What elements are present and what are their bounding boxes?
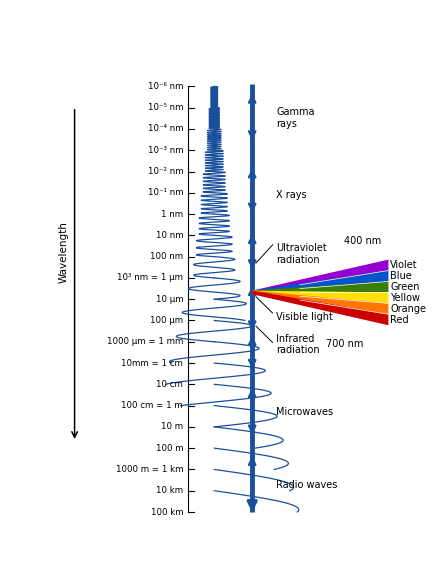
Text: 1 nm: 1 nm bbox=[161, 209, 183, 219]
Text: 1000 μm = 1 mm: 1000 μm = 1 mm bbox=[107, 338, 183, 346]
Text: Radio waves: Radio waves bbox=[276, 480, 338, 490]
Polygon shape bbox=[252, 290, 388, 315]
Text: Yellow: Yellow bbox=[390, 293, 420, 303]
Text: 100 m: 100 m bbox=[156, 444, 183, 453]
Text: Red: Red bbox=[390, 315, 409, 325]
Polygon shape bbox=[252, 290, 388, 325]
Text: Infrared
radiation: Infrared radiation bbox=[276, 333, 320, 355]
Polygon shape bbox=[252, 290, 388, 303]
Text: 10⁻² nm: 10⁻² nm bbox=[148, 167, 183, 176]
Polygon shape bbox=[252, 282, 388, 294]
Text: 10 cm: 10 cm bbox=[156, 380, 183, 389]
Text: 10 μm: 10 μm bbox=[156, 295, 183, 304]
Text: 100 nm: 100 nm bbox=[150, 252, 183, 261]
Text: 700 nm: 700 nm bbox=[326, 339, 364, 349]
Text: Orange: Orange bbox=[390, 304, 426, 314]
Text: 10mm = 1 cm: 10mm = 1 cm bbox=[121, 359, 183, 368]
Text: 10⁻⁴ nm: 10⁻⁴ nm bbox=[148, 125, 183, 133]
Text: 400 nm: 400 nm bbox=[344, 236, 381, 246]
Text: X rays: X rays bbox=[276, 190, 307, 200]
Text: 10 km: 10 km bbox=[156, 486, 183, 495]
Text: 10⁻⁶ nm: 10⁻⁶ nm bbox=[148, 82, 183, 91]
Text: Blue: Blue bbox=[390, 271, 412, 281]
Text: 10 nm: 10 nm bbox=[156, 231, 183, 240]
Text: Violet: Violet bbox=[390, 260, 418, 270]
Text: 100 cm = 1 m: 100 cm = 1 m bbox=[121, 401, 183, 410]
Text: 1000 m = 1 km: 1000 m = 1 km bbox=[116, 465, 183, 474]
Polygon shape bbox=[252, 270, 388, 294]
Polygon shape bbox=[252, 259, 388, 294]
Text: Ultraviolet
radiation: Ultraviolet radiation bbox=[276, 243, 327, 265]
Text: 10 m: 10 m bbox=[161, 422, 183, 432]
Text: 10³ nm = 1 μm: 10³ nm = 1 μm bbox=[117, 273, 183, 282]
Text: 100 μm: 100 μm bbox=[150, 316, 183, 325]
Text: 10⁻³ nm: 10⁻³ nm bbox=[148, 146, 183, 155]
Text: 10⁻⁵ nm: 10⁻⁵ nm bbox=[148, 103, 183, 112]
Text: 10⁻¹ nm: 10⁻¹ nm bbox=[148, 188, 183, 198]
Text: Wavelength: Wavelength bbox=[58, 220, 68, 283]
Text: Gamma
rays: Gamma rays bbox=[276, 107, 315, 129]
Text: Microwaves: Microwaves bbox=[276, 407, 333, 417]
Text: 100 km: 100 km bbox=[150, 507, 183, 516]
Text: Green: Green bbox=[390, 282, 420, 292]
Text: Visible light: Visible light bbox=[276, 312, 333, 322]
